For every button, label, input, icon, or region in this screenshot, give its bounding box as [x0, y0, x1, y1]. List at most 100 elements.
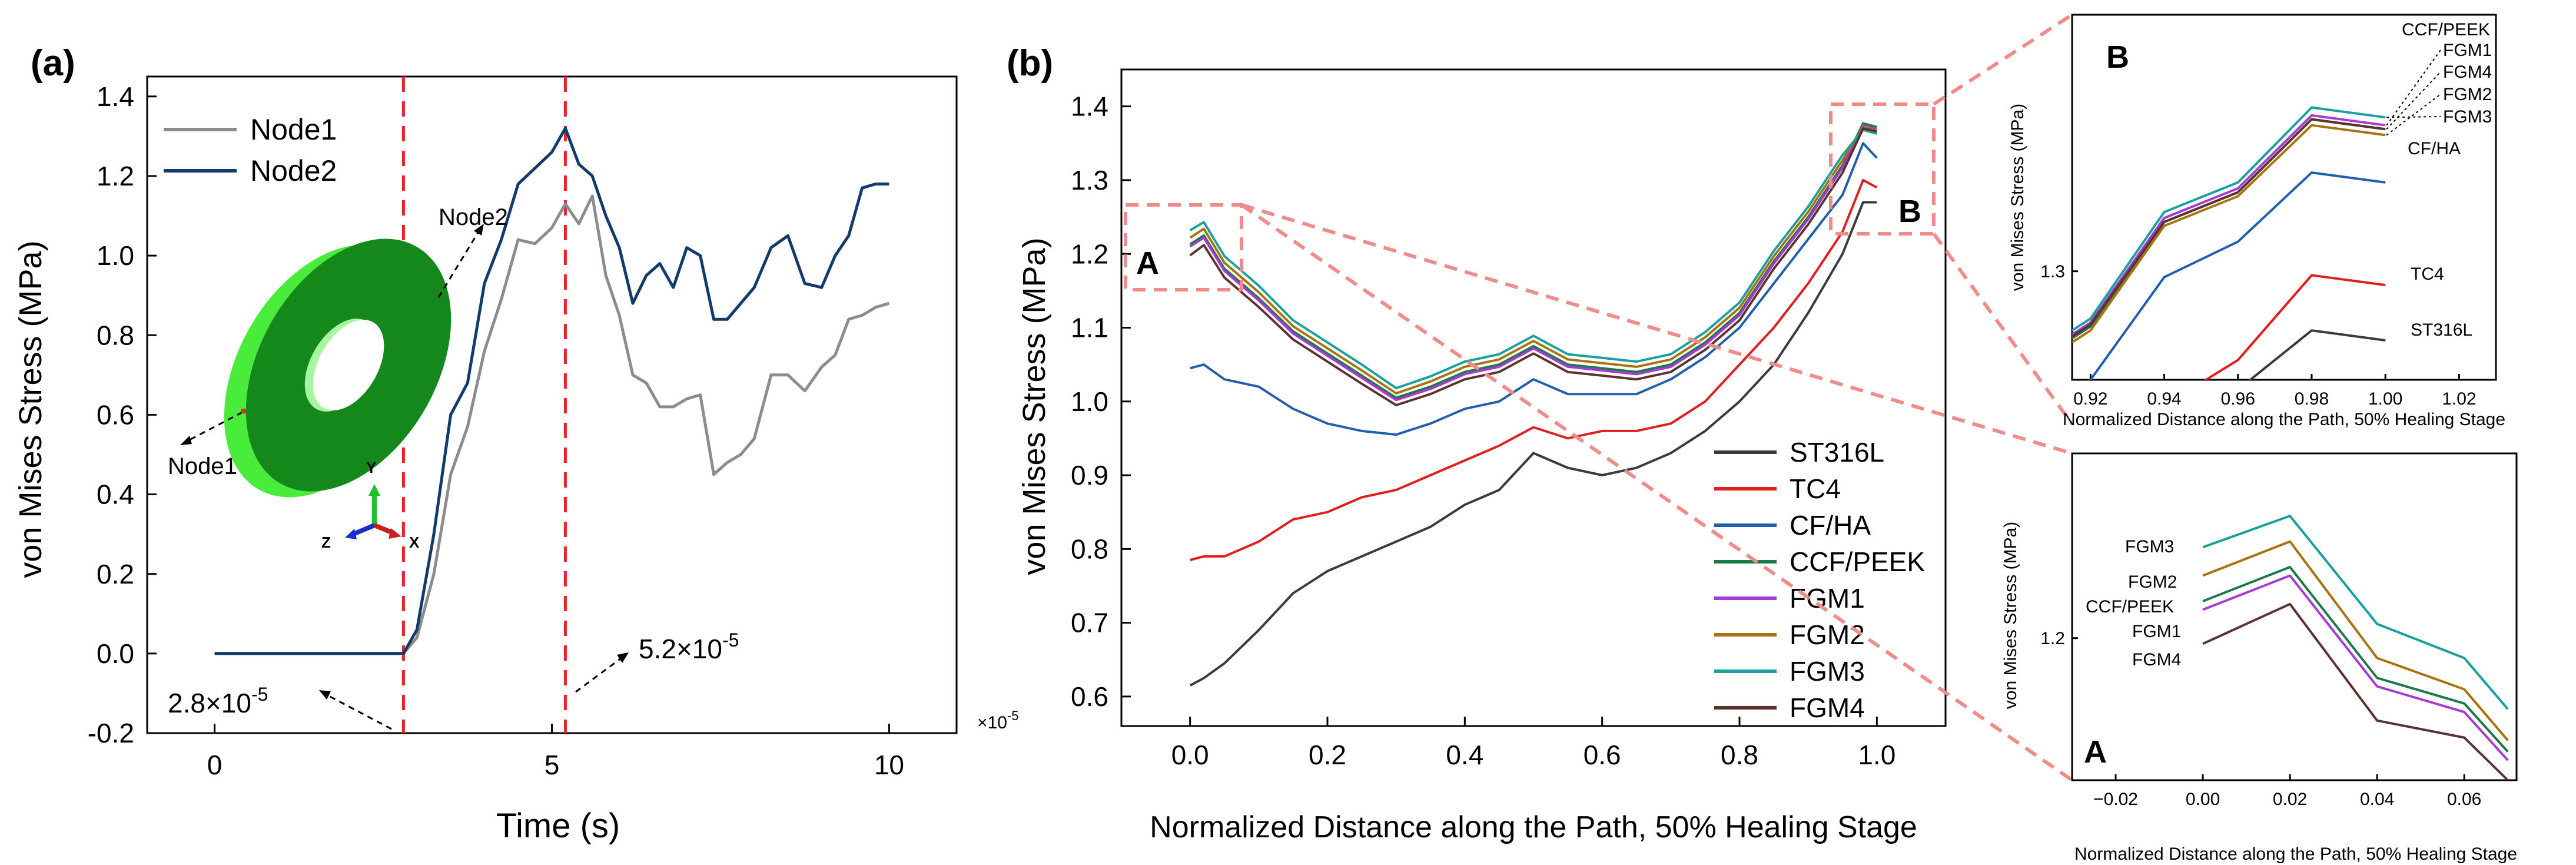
series-line-st316l — [1189, 201, 1877, 687]
x-tick-label: 0.98 — [2295, 389, 2329, 409]
curve-label-ccf-peek: CCF/PEEK — [2402, 20, 2490, 39]
node1-marker — [241, 409, 246, 413]
series-line-cf-ha — [1190, 142, 1878, 436]
y-tick-label: 0.9 — [1071, 460, 1108, 491]
axis-ticks-detail-a: −0.02 0.00 0.02 0.04 0.06 1.2 — [2040, 629, 2481, 809]
curve-label-leader — [2386, 94, 2441, 136]
series-line-cf-ha — [2089, 171, 2386, 380]
series-group-detail-b — [2072, 106, 2386, 380]
curve-label-tc4: TC4 — [2411, 264, 2444, 284]
x-axis-label-detail-a: Normalized Distance along the Path, 50% … — [2074, 844, 2517, 864]
y-tick-label: 1.1 — [1071, 313, 1108, 343]
detail-b-label: B — [2106, 39, 2129, 75]
y-tick-label: 0.8 — [97, 320, 134, 350]
series-line-fgm1 — [2072, 114, 2386, 336]
curve-labels-detail-b: CCF/PEEK FGM1 FGM4 FGM2 FGM3 CF/HA TC4 ST316L — [2386, 20, 2492, 340]
y-tick-label: 0.4 — [97, 479, 134, 510]
node2-pointer — [437, 232, 479, 298]
series-group-detail-a — [2202, 515, 2509, 780]
ring-model-inset: Node2 Node1 Y Z X — [168, 204, 508, 551]
y-axis-label-a: von Mises Stress (MPa) — [13, 240, 48, 578]
inset-node2-label: Node2 — [439, 204, 508, 230]
x-tick-label: 0.06 — [2447, 790, 2481, 809]
connector-b-top — [1933, 13, 2073, 106]
y-axis-label-b: von Mises Stress (MPa) — [1017, 237, 1052, 575]
legend-label-tc4: TC4 — [1790, 473, 1841, 504]
curve-label-cf-ha: CF/HA — [2408, 139, 2461, 158]
series-line-ccf-peek — [2202, 566, 2509, 753]
x-tick-label: 0 — [207, 750, 223, 780]
curve-label-leader — [2386, 71, 2441, 130]
x-tick-label: 1.0 — [1858, 740, 1896, 770]
series-line-fgm4 — [1189, 127, 1877, 406]
detail-panel-b: 0.92 0.94 0.96 0.98 1.00 1.02 1.3 B Normalized… — [2008, 14, 2505, 429]
legend-label-ccf-peek: CCF/PEEK — [1790, 546, 1925, 577]
y-tick-label: 0.6 — [1071, 681, 1108, 712]
series-line-fgm3 — [2202, 515, 2509, 710]
y-tick-label: 1.2 — [2040, 629, 2065, 648]
axis-ticks-detail-b: 0.92 0.94 0.96 0.98 1.00 1.02 1.3 — [2040, 262, 2476, 409]
connector-a-top — [1241, 203, 2073, 455]
x-tick-label: 0.8 — [1721, 740, 1758, 770]
curve-label-fgm3: FGM3 — [2443, 107, 2492, 127]
curve-label-fgm4: FGM4 — [2443, 62, 2492, 82]
triad-z-label: Z — [321, 533, 331, 551]
x-tick-label: 5 — [545, 750, 560, 780]
y-tick-label: 1.4 — [97, 81, 134, 112]
x-tick-label: 0.0 — [1171, 740, 1209, 770]
zoom-box-b — [1829, 102, 1936, 236]
curve-label-fgm1: FGM1 — [2132, 622, 2181, 641]
annotation-pointer-2 — [575, 657, 622, 693]
x-tick-label: −0.02 — [2093, 790, 2138, 809]
x-axis-label-b: Normalized Distance along the Path, 50% … — [1150, 810, 1917, 844]
curve-labels-detail-a: FGM3 FGM2 CCF/PEEK FGM1 FGM4 — [2086, 537, 2181, 670]
curve-label-fgm2: FGM2 — [2128, 572, 2177, 592]
y-tick-label: 0.2 — [97, 559, 134, 589]
series-line-tc4 — [2203, 274, 2386, 380]
legend-a: Node1 Node2 — [164, 113, 337, 187]
x-tick-label: 1.00 — [2368, 389, 2402, 409]
connector-b-bottom — [1932, 233, 2074, 425]
series-line-node2 — [214, 127, 889, 655]
series-line-fgm1 — [1189, 124, 1877, 402]
series-line-node1 — [214, 194, 890, 655]
plot-frame-detail-a — [2071, 452, 2518, 781]
series-line-fgm3 — [2072, 106, 2386, 332]
series-line-fgm2 — [2072, 124, 2386, 343]
time-annotations: 2.8×10-5 5.2×10-5 — [168, 629, 739, 730]
triad-z-head — [345, 529, 357, 539]
series-line-ccf-peek — [1189, 122, 1877, 399]
x-tick-label: 0.2 — [1309, 740, 1346, 770]
annotation-label-1: 2.8×10-5 — [168, 684, 268, 718]
series-line-fgm2 — [1189, 125, 1877, 395]
legend-label-cf-ha: CF/HA — [1790, 510, 1871, 541]
legend-label-fgm3: FGM3 — [1790, 656, 1865, 687]
node2-pointer-head — [474, 224, 484, 236]
panel-b: (b) 0.0 0.2 0.4 0.6 0.8 1.0 0.6 0.7 0.8 0.9 1.0 1.1… — [1007, 43, 1947, 844]
triad-y-head — [369, 484, 380, 496]
y-tick-label: 1.0 — [97, 240, 134, 271]
ring-hole — [313, 320, 384, 410]
series-line-fgm1 — [2202, 574, 2509, 761]
series-line-fgm4 — [2202, 602, 2509, 780]
series-line-tc4 — [1190, 178, 1878, 562]
x-tick-label: 0.96 — [2221, 389, 2255, 409]
curve-label-fgm4: FGM4 — [2132, 650, 2181, 670]
zoom-box-label-b: B — [1898, 194, 1921, 229]
y-tick-label: 1.3 — [2040, 262, 2065, 281]
x-multiplier-a: ×10-5 — [977, 708, 1018, 733]
inset-node1-label: Node1 — [168, 453, 237, 479]
curve-label-st316l: ST316L — [2411, 320, 2472, 340]
node1-pointer-head — [180, 436, 192, 445]
y-tick-label: 1.2 — [1071, 238, 1108, 269]
x-tick-label: 0.6 — [1584, 740, 1621, 770]
y-tick-label: -0.2 — [88, 718, 134, 748]
x-tick-label: 0.94 — [2147, 389, 2181, 409]
curve-label-fgm1: FGM1 — [2443, 41, 2492, 60]
panel-label-b: (b) — [1007, 43, 1053, 84]
triad-x-head — [389, 528, 401, 539]
x-tick-label: 0.00 — [2186, 790, 2220, 809]
series-line-fgm2 — [2202, 540, 2509, 741]
y-tick-label: 1.0 — [1071, 386, 1108, 417]
series-line-fgm3 — [1189, 128, 1877, 390]
